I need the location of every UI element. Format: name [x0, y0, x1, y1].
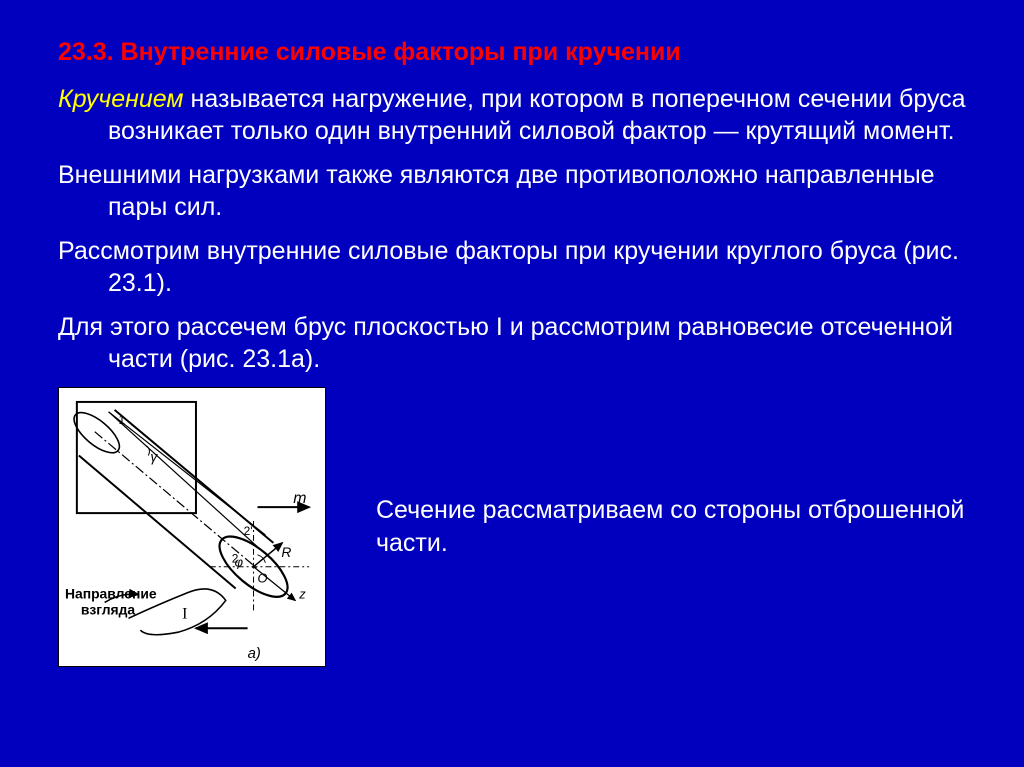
label-z: z	[298, 586, 306, 601]
label-phi: φ	[235, 554, 243, 569]
paragraph-1-rest: называется нагружение, при котором в поп…	[108, 85, 966, 145]
paragraph-2: Внешними нагрузками также являются две п…	[58, 159, 966, 223]
label-section: I	[182, 605, 187, 622]
label-direction-1: Направление	[65, 585, 157, 601]
figure-caption: Сечение рассматриваем со стороны отброше…	[376, 494, 966, 559]
label-o: O	[258, 570, 268, 585]
term-torsion: Кручением	[58, 85, 184, 113]
label-m: m	[293, 490, 306, 507]
paragraph-3: Рассмотрим внутренние силовые факторы пр…	[58, 235, 966, 299]
label-one: 1	[119, 412, 126, 426]
torsion-diagram: 1 γ m R 2' 2 φ O z I Направление взгляда…	[58, 387, 326, 667]
label-direction-2: взгляда	[81, 601, 136, 617]
label-r: R	[281, 543, 291, 559]
label-gamma: γ	[150, 448, 158, 464]
label-sub-a: a)	[248, 646, 261, 662]
section-heading: 23.3. Внутренние силовые факторы при кру…	[58, 36, 966, 69]
paragraph-1: Кручением называется нагружение, при кот…	[58, 83, 966, 147]
paragraph-4: Для этого рассечем брус плоскостью I и р…	[58, 311, 966, 375]
label-two-prime: 2'	[244, 523, 253, 537]
